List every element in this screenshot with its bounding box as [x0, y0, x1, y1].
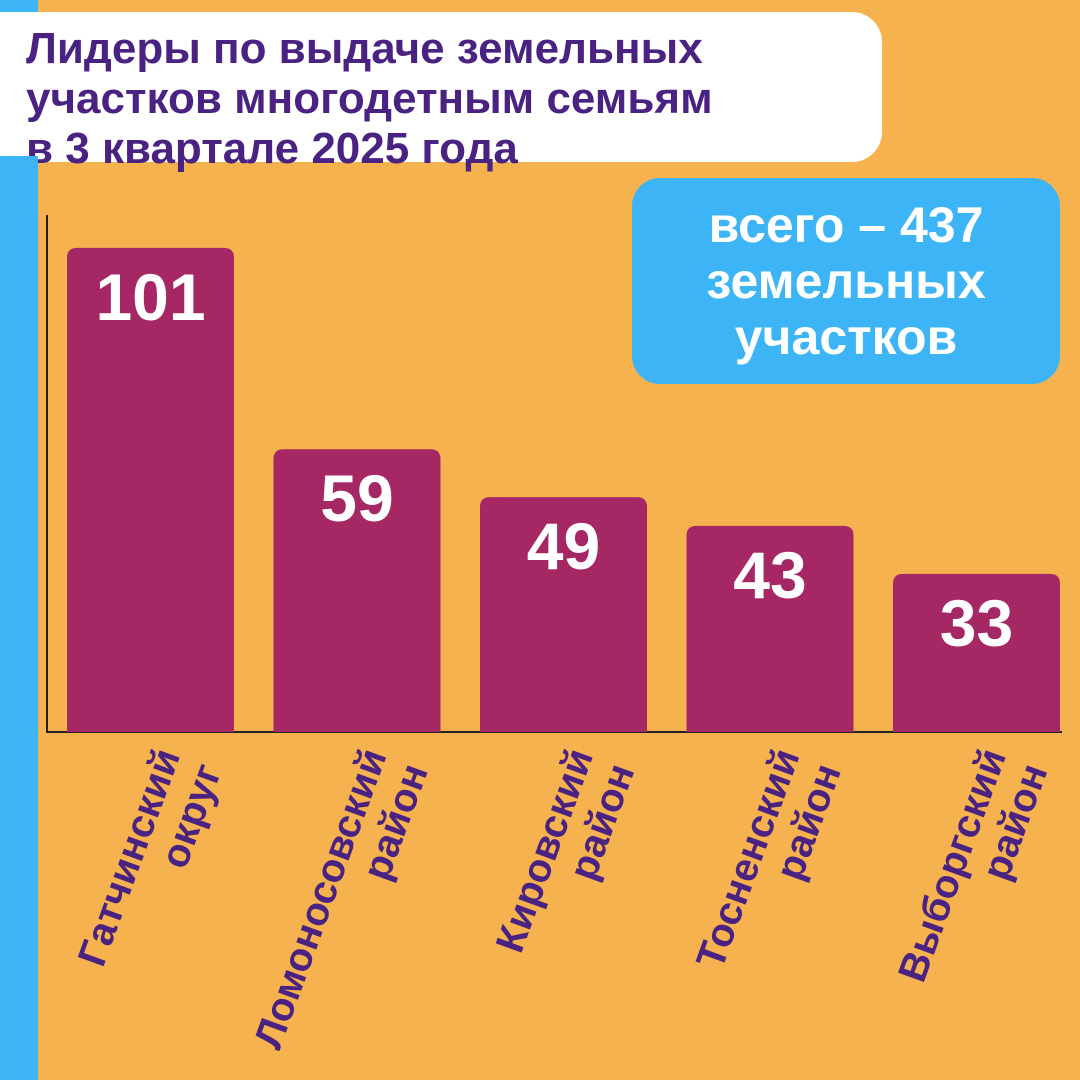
title-line-2: участков многодетным семьям — [26, 74, 713, 123]
category-label-5: Выборгскийрайон — [890, 743, 1056, 1003]
chart-title: Лидеры по выдаче земельных участков мног… — [26, 24, 846, 174]
total-line-2: земельных — [706, 253, 986, 309]
total-line-1: всего – 437 — [708, 197, 984, 253]
total-callout: всего – 437 земельных участков — [632, 178, 1060, 384]
category-label-2: Ломоносовскийрайон — [246, 743, 437, 1069]
left-accent-stripe — [0, 0, 38, 1080]
bar-1 — [67, 247, 234, 733]
value-label-4: 43 — [733, 538, 806, 612]
bar-4 — [686, 525, 854, 732]
category-label-1: Гатчинскийокруг — [70, 743, 230, 987]
category-label-4: Тосненскийрайон — [688, 743, 849, 989]
value-label-5: 33 — [940, 586, 1013, 660]
title-line-3: в 3 квартале 2025 года — [26, 124, 518, 173]
value-label-1: 101 — [95, 260, 205, 334]
total-text: всего – 437 земельных участков — [646, 197, 1046, 365]
bar-5 — [893, 573, 1060, 732]
bar-3 — [480, 497, 647, 732]
title-line-1: Лидеры по выдаче земельных — [26, 24, 703, 73]
category-label-3: Кировскийрайон — [488, 743, 644, 973]
category-label-2-line-1: Ломоносовский — [246, 743, 395, 1054]
title-panel: Лидеры по выдаче земельных участков мног… — [0, 12, 882, 173]
total-line-3: участков — [734, 309, 958, 365]
bar-2 — [273, 449, 441, 732]
value-label-2: 59 — [320, 461, 393, 535]
value-label-3: 49 — [527, 509, 600, 583]
